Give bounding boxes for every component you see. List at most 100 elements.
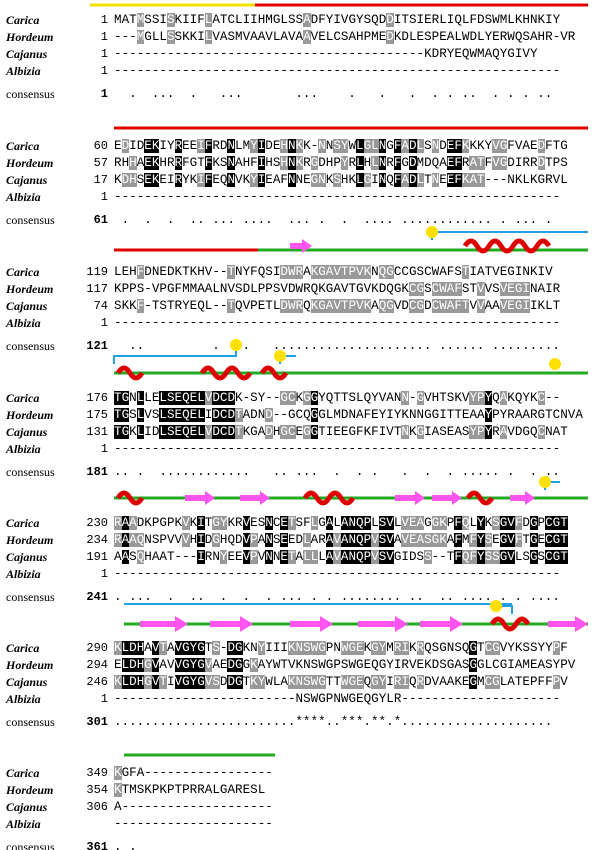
species-name: Albizia [6,316,41,330]
species-name: Albizia [6,190,41,204]
strand-arrow [420,616,463,632]
start-position: 121 [86,339,108,353]
helix [115,490,495,506]
sequence: ----------------------------------------… [114,442,561,456]
consensus-label: consensus [6,715,55,729]
sequence: ----------------------------------------… [114,64,561,78]
start-position: 17 [93,173,108,187]
consensus-sequence: .. . ............ .. ... . . . . . . ...… [114,465,560,479]
sequence: KLDHAVTAVGYGTS-DGKNYIIIKNSWGPNWGEKGYMRIK… [114,641,568,655]
strand-arrow [210,616,253,632]
start-position: 57 [93,156,108,170]
sequence: AASQHAAT---IRNYEEVPVNNETALLLAVANQPVSVGID… [114,550,568,564]
sequence: KTMSKPKPTPRRALGARESL [114,783,266,797]
consensus-sequence: .. . . ..................... ...... ....… [114,339,560,353]
strand-arrow [240,491,270,505]
species-name: Albizia [6,692,41,706]
disulfide-marker [539,476,551,488]
sequence: A-------------------- [114,800,273,814]
consensus-sequence: ........................****..***.**.*..… [114,715,553,729]
disulfide-link [431,231,588,240]
strand-arrow [140,616,188,632]
start-position: 1 [100,64,108,78]
start-position: 119 [86,265,108,279]
species-name: Cajanus [6,800,48,814]
disulfide-marker [230,339,242,351]
species-name: Hordeum [6,156,54,170]
species-name: Albizia [6,567,41,581]
start-position: 294 [86,658,108,672]
sequence: KLDHGVTIVGYGVSDDGTKYWLAKNSWGTTWGEQGYIRIQ… [114,675,568,689]
consensus-sequence: . ... . .. . . . ... . . ........ .. .. … [114,590,560,604]
strand-arrow [358,616,408,632]
sequence: RAAQNSPVVVHIDGHQDVPANSEEDLARAVANQPVSVAVE… [114,533,568,547]
start-position: 175 [86,408,108,422]
start-position: 361 [86,840,108,850]
start-position: 1 [100,442,108,456]
consensus-sequence: . . [114,840,137,850]
strand-arrow [395,491,425,505]
start-position: 354 [86,783,108,797]
sequence: ----------------------------------------… [114,316,561,330]
consensus-sequence: . . . .. ... .... ... . . .... .........… [114,213,568,227]
species-name: Carica [6,391,40,405]
start-position: 1 [100,190,108,204]
start-position: 61 [93,213,108,227]
sequence: ELDHGVAVVGYGVAEDGGKAYWTVKNSWGPSWGEQGYIRV… [114,658,576,672]
sequence: ------------------------NSWGPNWGEQGYLR--… [114,692,561,706]
species-name: Albizia [6,442,41,456]
start-position: 1 [100,692,108,706]
start-position: 74 [93,299,108,313]
helix [462,238,552,254]
start-position: 306 [86,800,108,814]
start-position: 1 [100,30,108,44]
sequence: RAADKPGPKVKITGYKRVESNCETSFLGALANQPLSVLVE… [114,516,568,530]
start-position: 290 [86,641,108,655]
sequence: TGNLLELSEQELVDCDK-SY--GCKGGYQTTSLQYVANN-… [114,391,561,405]
disulfide-marker [274,350,286,362]
species-name: Hordeum [6,282,54,296]
species-name: Hordeum [6,783,54,797]
start-position: 117 [86,282,108,296]
sequence: TGSLVSLSEQELIDCDTADND--GCQGGLMDNAFEYIYKN… [114,408,583,422]
consensus-label: consensus [6,590,55,604]
species-name: Carica [6,13,40,27]
strand-arrow [290,239,312,253]
species-name: Cajanus [6,173,48,187]
species-name: Carica [6,641,40,655]
start-position: 1 [100,87,108,101]
species-name: Hordeum [6,658,54,672]
species-name: Carica [6,265,40,279]
start-position: 60 [93,139,108,153]
disulfide-marker [490,600,502,612]
start-position: 181 [86,465,108,479]
start-position: 349 [86,766,108,780]
species-name: Albizia [6,64,41,78]
consensus-sequence: . ... . ... ... . . . . . .. . . . .. [114,87,553,101]
sequence: ----------------------------------------… [114,190,561,204]
start-position: 1 [100,567,108,581]
sequence: ---MGLLSSKKILVASMVAAVLAVAAVELCSAHPMEDKDL… [114,30,576,44]
species-name: Cajanus [6,675,48,689]
sequence: KGFA----------------- [114,766,273,780]
helix [115,365,289,381]
start-position: 1 [100,47,108,61]
strand-arrow [432,491,462,505]
species-name: Carica [6,139,40,153]
species-name: Cajanus [6,47,48,61]
species-name: Hordeum [6,30,54,44]
start-position: 234 [86,533,108,547]
disulfide-link [113,348,237,364]
strand-arrow [510,491,535,505]
consensus-label: consensus [6,465,55,479]
sequence: LEHFDNEDKTKHV--TNYFQSIDWRAKGAVTPVKNQGCCG… [114,265,553,279]
start-position: 246 [86,675,108,689]
sequence: ----------------------------------------… [114,47,538,61]
sequence: TGKLIDLSEQELVDCDTKGADHGCEGGTIEEGFKFIVTNK… [114,425,568,439]
species-name: Carica [6,516,40,530]
consensus-label: consensus [6,339,55,353]
species-name: Carica [6,766,40,780]
species-name: Hordeum [6,533,54,547]
